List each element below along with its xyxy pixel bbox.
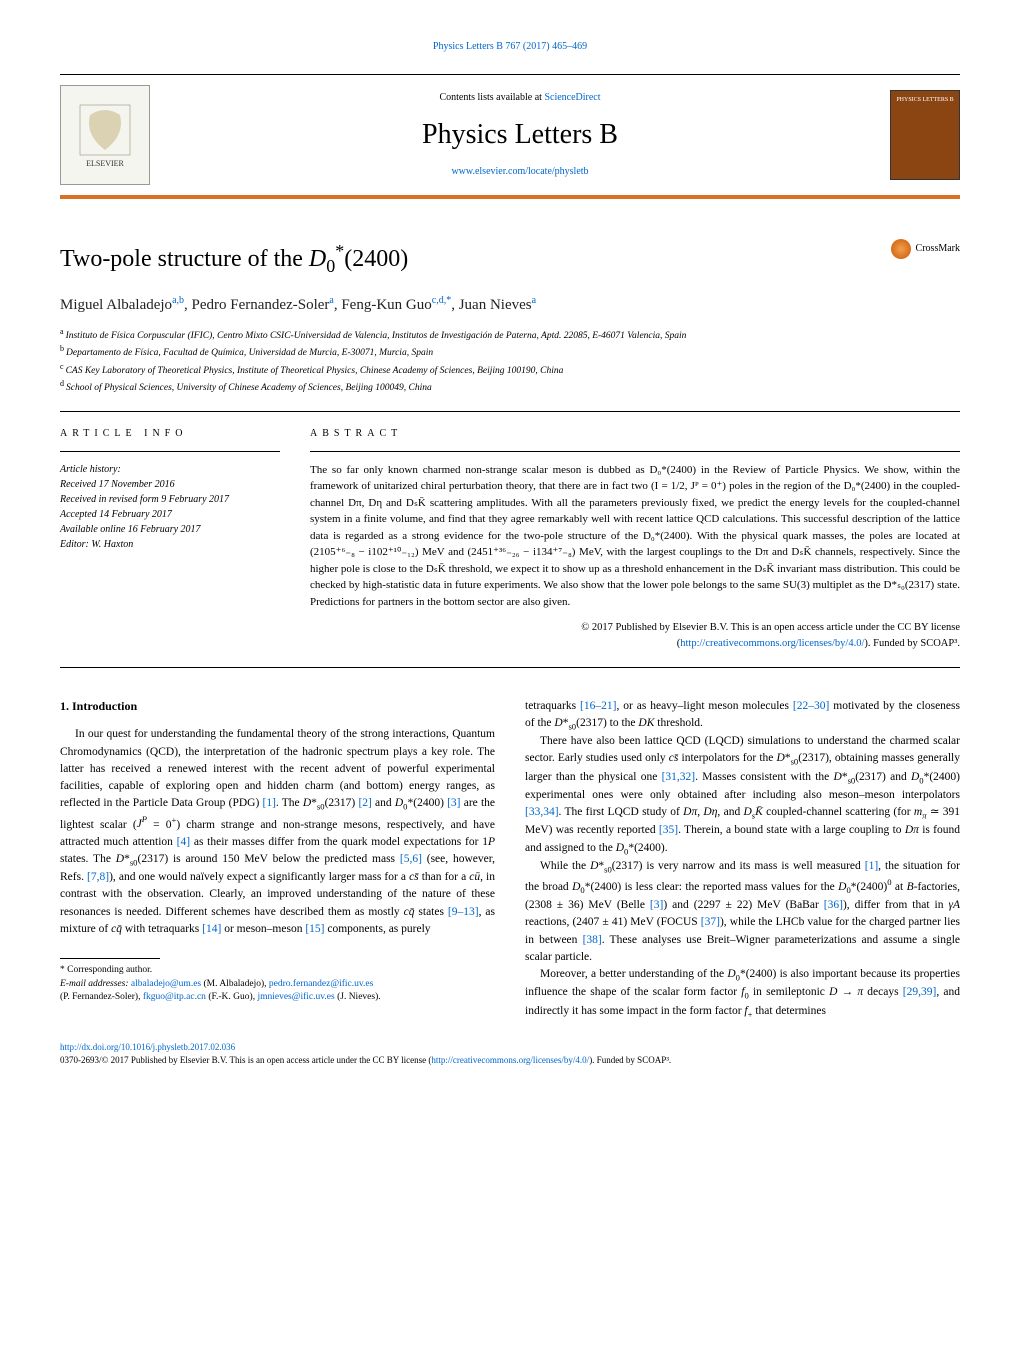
author-2: Pedro Fernandez-Solera [192, 297, 334, 313]
journal-header: ELSEVIER Contents lists available at Sci… [60, 74, 960, 199]
ref-link[interactable]: [9–13] [448, 906, 479, 918]
email-link[interactable]: jmnieves@ific.uv.es [257, 992, 334, 1002]
article-title: Two-pole structure of the D0*(2400) [60, 239, 408, 279]
separator-1 [60, 411, 960, 412]
journal-name: Physics Letters B [170, 115, 870, 154]
online-date: Available online 16 February 2017 [60, 522, 280, 537]
ref-link[interactable]: [29,39] [903, 986, 937, 998]
corresponding-author-note: * Corresponding author. [60, 964, 495, 977]
sciencedirect-link[interactable]: ScienceDirect [544, 92, 600, 103]
bottom-links: http://dx.doi.org/10.1016/j.physletb.201… [60, 1041, 960, 1068]
column-left: 1. Introduction In our quest for underst… [60, 698, 495, 1021]
abstract-text: The so far only known charmed non-strang… [310, 462, 960, 611]
ref-link[interactable]: [14] [202, 923, 221, 935]
cc-link-bottom[interactable]: http://creativecommons.org/licenses/by/4… [431, 1055, 589, 1065]
article-info-heading: ARTICLE INFO [60, 427, 280, 441]
history-label: Article history: [60, 462, 280, 477]
abstract-block: ABSTRACT The so far only known charmed n… [310, 427, 960, 652]
intro-paragraph-1: In our quest for understanding the funda… [60, 726, 495, 938]
ref-link[interactable]: [16–21] [580, 700, 616, 712]
affiliation-d: dSchool of Physical Sciences, University… [60, 378, 960, 395]
accepted-date: Accepted 14 February 2017 [60, 507, 280, 522]
doi-link[interactable]: http://dx.doi.org/10.1016/j.physletb.201… [60, 1042, 235, 1052]
email-link[interactable]: fkguo@itp.ac.cn [143, 992, 206, 1002]
footnotes: * Corresponding author. E-mail addresses… [60, 964, 495, 1004]
ref-link[interactable]: [15] [305, 923, 324, 935]
email-link[interactable]: albaladejo@um.es [131, 979, 201, 989]
ref-link[interactable]: [1] [262, 797, 275, 809]
info-sep [60, 451, 280, 452]
crossmark-label: CrossMark [916, 242, 960, 256]
ref-link[interactable]: [5,6] [400, 853, 422, 865]
abstract-sep [310, 451, 960, 452]
ref-link[interactable]: [1] [865, 860, 878, 872]
ref-link[interactable]: [36] [824, 899, 843, 911]
ref-link[interactable]: [22–30] [793, 700, 829, 712]
separator-2 [60, 667, 960, 668]
ref-link[interactable]: [37] [701, 916, 720, 928]
crossmark-icon [891, 239, 911, 259]
article-info-block: ARTICLE INFO Article history: Received 1… [60, 427, 280, 652]
author-4: Juan Nievesa [459, 297, 536, 313]
top-citation-link[interactable]: Physics Letters B 767 (2017) 465–469 [433, 41, 587, 52]
header-center: Contents lists available at ScienceDirec… [170, 91, 870, 178]
contents-line: Contents lists available at ScienceDirec… [170, 91, 870, 105]
cc-license-link[interactable]: http://creativecommons.org/licenses/by/4… [680, 638, 864, 649]
footnote-separator [60, 958, 160, 959]
license-block: © 2017 Published by Elsevier B.V. This i… [310, 620, 960, 652]
ref-link[interactable]: [3] [650, 899, 663, 911]
ref-link[interactable]: [31,32] [662, 771, 696, 783]
ref-link[interactable]: [2] [358, 797, 371, 809]
svg-text:ELSEVIER: ELSEVIER [86, 159, 124, 168]
author-3: Feng-Kun Guoc,d,* [341, 297, 451, 313]
abstract-heading: ABSTRACT [310, 427, 960, 441]
ref-link[interactable]: [4] [177, 836, 190, 848]
journal-url-link[interactable]: www.elsevier.com/locate/physletb [451, 166, 588, 177]
body-columns: 1. Introduction In our quest for underst… [60, 698, 960, 1021]
elsevier-logo: ELSEVIER [60, 85, 150, 185]
section-1-heading: 1. Introduction [60, 698, 495, 715]
received-date: Received 17 November 2016 [60, 477, 280, 492]
journal-homepage-link: www.elsevier.com/locate/physletb [170, 165, 870, 179]
email-addresses: E-mail addresses: albaladejo@um.es (M. A… [60, 978, 495, 1005]
revised-date: Received in revised form 9 February 2017 [60, 492, 280, 507]
affiliation-a: aInstituto de Física Corpuscular (IFIC),… [60, 326, 960, 343]
affiliation-b: bDepartamento de Física, Facultad de Quí… [60, 343, 960, 360]
journal-cover-thumb: PHYSICS LETTERS B [890, 90, 960, 180]
issn-license-line: 0370-2693/© 2017 Published by Elsevier B… [60, 1055, 671, 1065]
ref-link[interactable]: [38] [583, 934, 602, 946]
crossmark-badge[interactable]: CrossMark [891, 239, 960, 259]
column-right: tetraquarks [16–21], or as heavy–light m… [525, 698, 960, 1021]
authors-line: Miguel Albaladejoa,b, Pedro Fernandez-So… [60, 294, 960, 316]
email-link[interactable]: pedro.fernandez@ific.uv.es [269, 979, 373, 989]
affiliations: aInstituto de Física Corpuscular (IFIC),… [60, 326, 960, 396]
ref-link[interactable]: [3] [447, 797, 460, 809]
ref-link[interactable]: [7,8] [87, 871, 109, 883]
editor: Editor: W. Haxton [60, 537, 280, 552]
author-1: Miguel Albaladejoa,b [60, 297, 184, 313]
ref-link[interactable]: [35] [659, 824, 678, 836]
ref-link[interactable]: [33,34] [525, 806, 559, 818]
affiliation-c: cCAS Key Laboratory of Theoretical Physi… [60, 361, 960, 378]
top-citation: Physics Letters B 767 (2017) 465–469 [60, 40, 960, 54]
body-right: tetraquarks [16–21], or as heavy–light m… [525, 698, 960, 1021]
